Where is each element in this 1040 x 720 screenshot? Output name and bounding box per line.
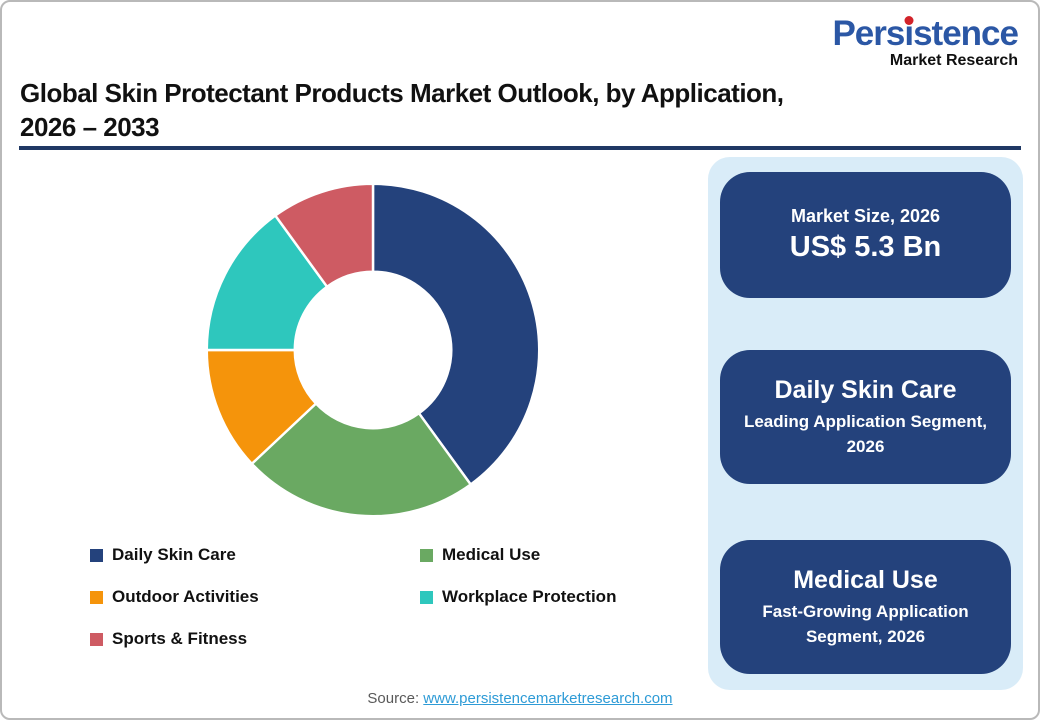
legend-swatch-icon [420, 590, 433, 604]
market-size-label: Market Size, 2026 [790, 206, 941, 227]
legend-swatch-icon [420, 548, 433, 562]
source-line: Source: www.persistencemarketresearch.co… [2, 690, 1038, 707]
leading-segment-name: Daily Skin Care [774, 376, 957, 405]
legend-label: Outdoor Activities [112, 587, 259, 606]
source-link[interactable]: www.persistencemarketresearch.com [423, 690, 673, 707]
leading-segment-desc: Leading Application Segment, 2026 [743, 411, 988, 457]
logo-subtitle: Market Research [889, 52, 1018, 69]
legend-label: Sports & Fitness [112, 629, 248, 648]
legend-swatch-icon [90, 548, 103, 562]
page-title-line2: 2026 – 2033 [20, 112, 160, 143]
market-size-card: Market Size, 2026 US$ 5.3 Bn [720, 172, 1011, 298]
donut-chart [205, 182, 541, 518]
logo-text-left: Pers [832, 14, 905, 53]
page-title: Global Skin Protectant Products Market O… [20, 76, 940, 145]
legend-item-daily-skin-care: Daily Skin Care [90, 545, 420, 565]
legend-swatch-icon [90, 590, 103, 604]
logo-letter-i: i [904, 14, 914, 53]
logo-text-right: stence [913, 14, 1019, 53]
source-label: Source: [367, 690, 420, 707]
leading-segment-card: Daily Skin Care Leading Application Segm… [720, 350, 1011, 484]
legend-item-medical-use: Medical Use [420, 545, 616, 565]
logo-wordmark: Persi stence [832, 14, 1019, 53]
highlights-panel: Market Size, 2026 US$ 5.3 Bn Daily Skin … [708, 157, 1023, 690]
donut-segment-daily-skin-care [371, 182, 541, 486]
legend-item-workplace-protection: Workplace Protection [420, 587, 616, 607]
fast-growing-segment-card: Medical Use Fast-Growing Application Seg… [720, 540, 1011, 674]
logo-red-dot-icon [904, 16, 914, 25]
donut-chart-container [197, 174, 549, 526]
pmr-logo: Persi stence Market Research [832, 14, 1019, 69]
legend-swatch-icon [90, 632, 103, 646]
market-size-value: US$ 5.3 Bn [789, 231, 942, 264]
fast-growing-segment-desc: Fast-Growing Application Segment, 2026 [762, 601, 969, 647]
legend-label: Medical Use [442, 545, 541, 564]
legend-item-sports-fitness: Sports & Fitness [90, 629, 420, 649]
legend-label: Workplace Protection [442, 587, 617, 606]
legend-label: Daily Skin Care [112, 545, 236, 564]
fast-growing-segment-name: Medical Use [793, 566, 938, 595]
donut-segment-sports-fitness [274, 182, 375, 288]
title-divider [19, 146, 1021, 150]
chart-legend: Daily Skin Care Medical Use Outdoor Acti… [90, 545, 616, 649]
page-title-line1: Global Skin Protectant Products Market O… [20, 78, 784, 108]
legend-item-outdoor-activities: Outdoor Activities [90, 587, 420, 607]
donut-segment-medical-use [250, 402, 472, 518]
